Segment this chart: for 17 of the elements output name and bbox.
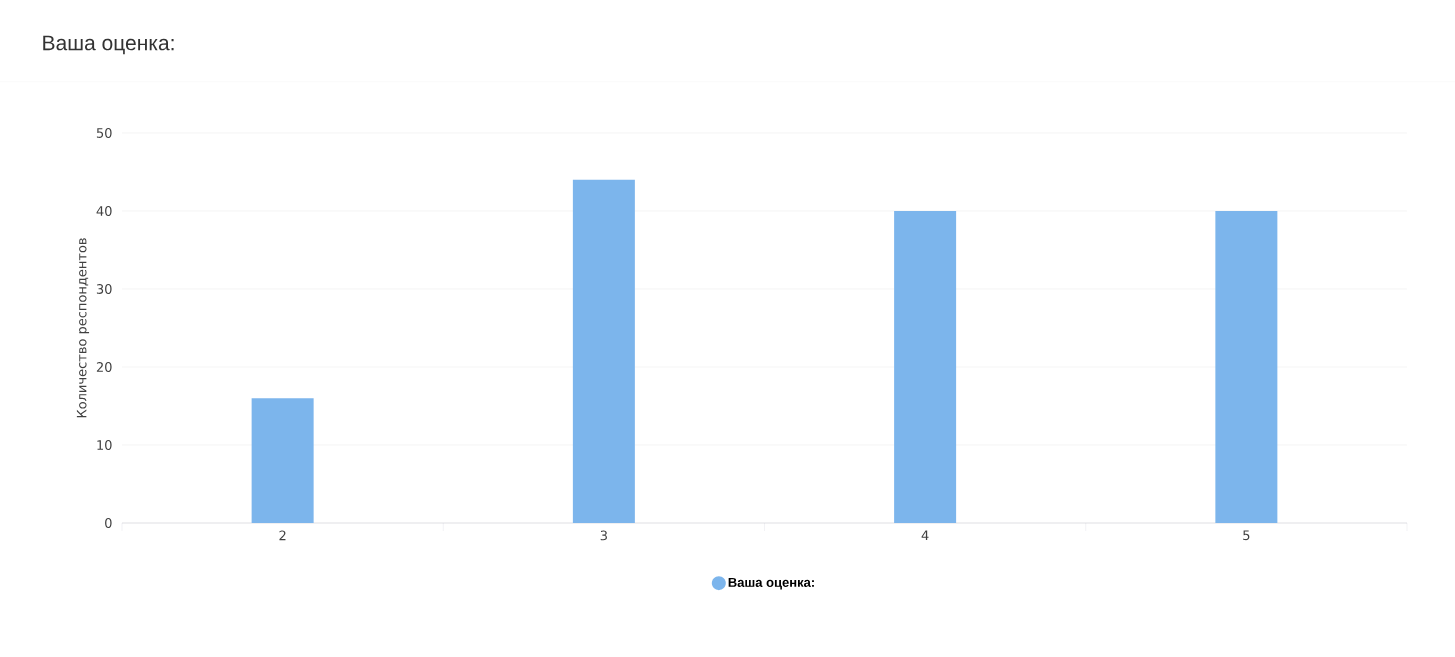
- legend-label: Ваша оценка:: [728, 577, 814, 590]
- bar: [894, 211, 957, 523]
- y-tick-label: 0: [105, 518, 112, 528]
- y-tick-label: 30: [96, 284, 112, 294]
- y-tick-label: 50: [96, 128, 112, 138]
- bar: [1215, 211, 1278, 523]
- x-tick-label: 3: [600, 530, 607, 541]
- x-tick-label: 5: [1243, 530, 1250, 541]
- bar: [251, 398, 314, 523]
- x-tick-label: 2: [279, 530, 286, 541]
- y-tick-label: 10: [97, 440, 112, 450]
- y-tick-label: 40: [96, 206, 112, 216]
- y-axis-title: Количество респондентов: [76, 238, 90, 418]
- bar: [572, 179, 635, 523]
- x-tick-label: 4: [921, 530, 929, 541]
- y-tick-label: 20: [96, 362, 112, 372]
- chart-title: Ваша оценка:: [43, 35, 174, 55]
